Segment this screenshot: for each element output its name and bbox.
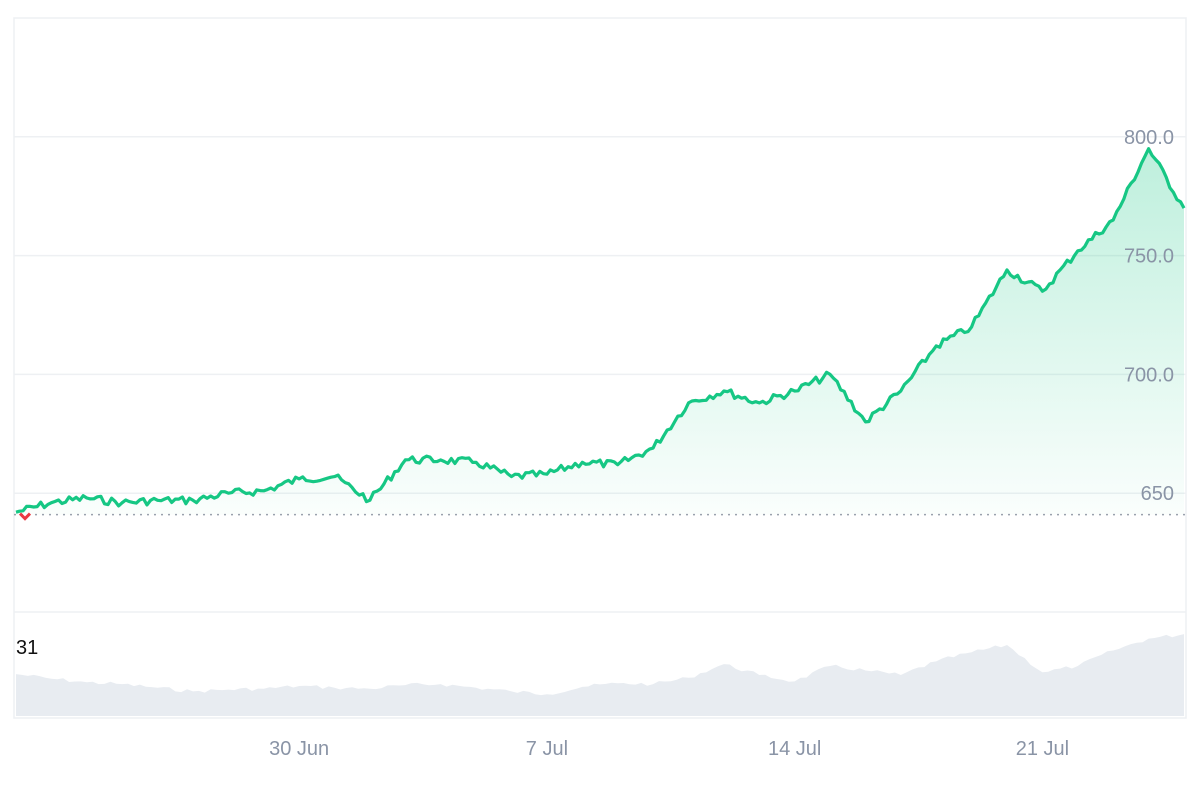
volume-area <box>16 634 1184 716</box>
volume-label: 31 <box>16 637 38 659</box>
x-tick-label: 21 Jul <box>1016 738 1069 760</box>
price-series-line <box>15 147 1186 514</box>
price-area-fill <box>16 148 1184 515</box>
y-tick-label: 800.0 <box>1124 127 1174 149</box>
y-tick-label: 750.0 <box>1124 246 1174 268</box>
y-tick-label: 650 <box>1141 483 1174 505</box>
y-axis-labels: 650 700.0 750.0 800.0 <box>1124 127 1174 505</box>
volume-series <box>16 634 1184 716</box>
x-tick-label: 14 Jul <box>768 738 821 760</box>
x-axis-labels: 30 Jun 7 Jul 14 Jul 21 Jul <box>269 738 1069 760</box>
plot-frame <box>13 17 1187 719</box>
y-tick-label: 700.0 <box>1124 364 1174 386</box>
x-tick-label: 7 Jul <box>526 738 568 760</box>
x-tick-label: 30 Jun <box>269 738 329 760</box>
price-area <box>16 148 1184 515</box>
below-baseline-segment <box>18 512 32 521</box>
price-line <box>15 147 1186 521</box>
